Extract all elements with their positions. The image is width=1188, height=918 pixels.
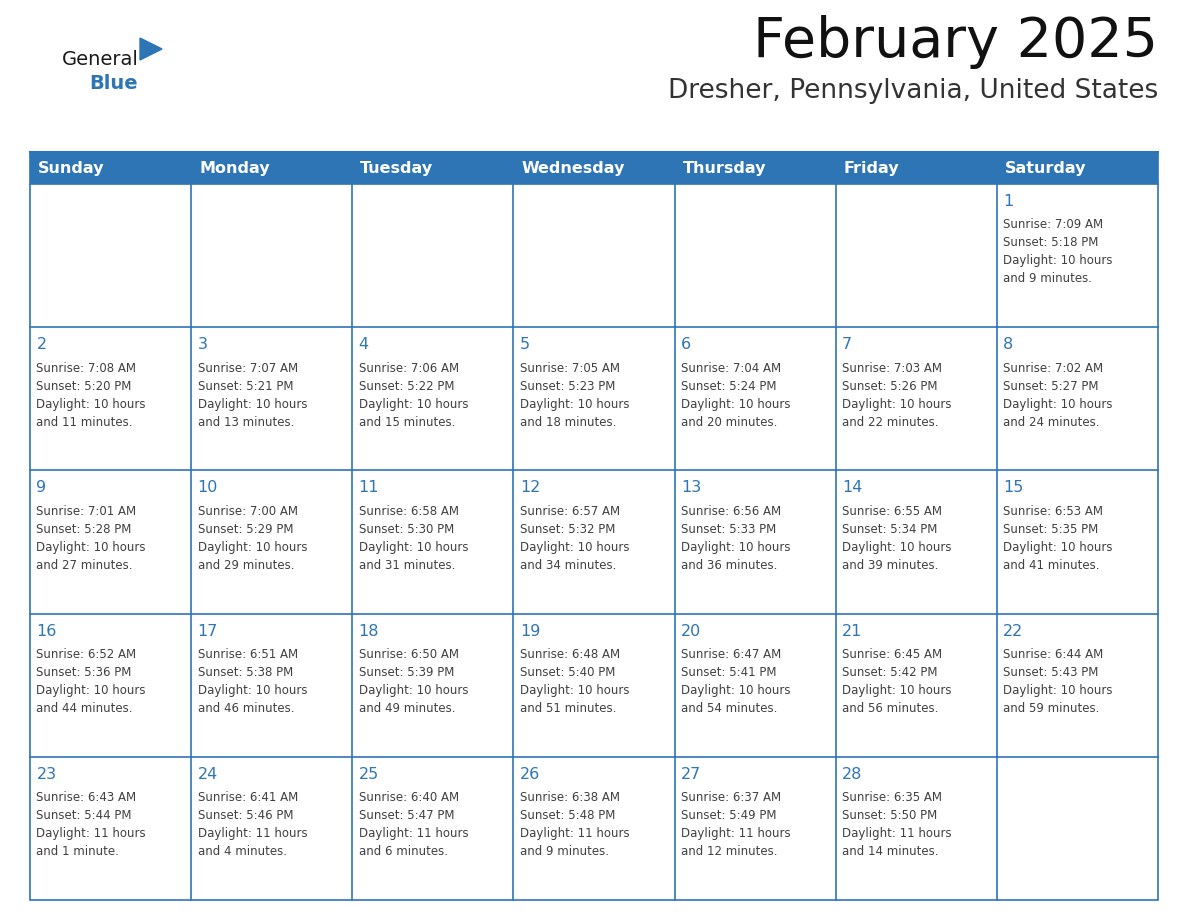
Text: Sunrise: 6:53 AM
Sunset: 5:35 PM
Daylight: 10 hours
and 41 minutes.: Sunrise: 6:53 AM Sunset: 5:35 PM Dayligh… xyxy=(1004,505,1113,572)
Text: Sunrise: 7:07 AM
Sunset: 5:21 PM
Daylight: 10 hours
and 13 minutes.: Sunrise: 7:07 AM Sunset: 5:21 PM Dayligh… xyxy=(197,362,307,429)
Text: 28: 28 xyxy=(842,767,862,782)
Text: 18: 18 xyxy=(359,623,379,639)
Text: Sunrise: 6:57 AM
Sunset: 5:32 PM
Daylight: 10 hours
and 34 minutes.: Sunrise: 6:57 AM Sunset: 5:32 PM Dayligh… xyxy=(520,505,630,572)
Text: 1: 1 xyxy=(1004,194,1013,209)
Text: Sunrise: 6:38 AM
Sunset: 5:48 PM
Daylight: 11 hours
and 9 minutes.: Sunrise: 6:38 AM Sunset: 5:48 PM Dayligh… xyxy=(520,791,630,858)
Bar xyxy=(30,327,1158,470)
Text: Sunrise: 7:01 AM
Sunset: 5:28 PM
Daylight: 10 hours
and 27 minutes.: Sunrise: 7:01 AM Sunset: 5:28 PM Dayligh… xyxy=(37,505,146,572)
Text: 12: 12 xyxy=(520,480,541,496)
Text: 17: 17 xyxy=(197,623,217,639)
Text: Wednesday: Wednesday xyxy=(522,161,625,175)
Text: Sunrise: 6:43 AM
Sunset: 5:44 PM
Daylight: 11 hours
and 1 minute.: Sunrise: 6:43 AM Sunset: 5:44 PM Dayligh… xyxy=(37,791,146,858)
Text: Sunrise: 6:47 AM
Sunset: 5:41 PM
Daylight: 10 hours
and 54 minutes.: Sunrise: 6:47 AM Sunset: 5:41 PM Dayligh… xyxy=(681,648,790,715)
Text: Sunrise: 6:55 AM
Sunset: 5:34 PM
Daylight: 10 hours
and 39 minutes.: Sunrise: 6:55 AM Sunset: 5:34 PM Dayligh… xyxy=(842,505,952,572)
Text: Sunrise: 6:48 AM
Sunset: 5:40 PM
Daylight: 10 hours
and 51 minutes.: Sunrise: 6:48 AM Sunset: 5:40 PM Dayligh… xyxy=(520,648,630,715)
Text: 5: 5 xyxy=(520,337,530,353)
Text: 20: 20 xyxy=(681,623,701,639)
Text: Sunrise: 6:35 AM
Sunset: 5:50 PM
Daylight: 11 hours
and 14 minutes.: Sunrise: 6:35 AM Sunset: 5:50 PM Dayligh… xyxy=(842,791,952,858)
Text: 8: 8 xyxy=(1004,337,1013,353)
Text: Sunrise: 7:09 AM
Sunset: 5:18 PM
Daylight: 10 hours
and 9 minutes.: Sunrise: 7:09 AM Sunset: 5:18 PM Dayligh… xyxy=(1004,218,1113,285)
Text: 7: 7 xyxy=(842,337,852,353)
Text: Sunrise: 6:41 AM
Sunset: 5:46 PM
Daylight: 11 hours
and 4 minutes.: Sunrise: 6:41 AM Sunset: 5:46 PM Dayligh… xyxy=(197,791,308,858)
Text: Sunrise: 7:02 AM
Sunset: 5:27 PM
Daylight: 10 hours
and 24 minutes.: Sunrise: 7:02 AM Sunset: 5:27 PM Dayligh… xyxy=(1004,362,1113,429)
Text: Monday: Monday xyxy=(200,161,270,175)
Text: Sunrise: 7:06 AM
Sunset: 5:22 PM
Daylight: 10 hours
and 15 minutes.: Sunrise: 7:06 AM Sunset: 5:22 PM Dayligh… xyxy=(359,362,468,429)
Bar xyxy=(30,470,1158,613)
Text: 19: 19 xyxy=(520,623,541,639)
Text: 14: 14 xyxy=(842,480,862,496)
Text: Sunrise: 6:50 AM
Sunset: 5:39 PM
Daylight: 10 hours
and 49 minutes.: Sunrise: 6:50 AM Sunset: 5:39 PM Dayligh… xyxy=(359,648,468,715)
Text: Friday: Friday xyxy=(843,161,899,175)
Text: Sunrise: 7:08 AM
Sunset: 5:20 PM
Daylight: 10 hours
and 11 minutes.: Sunrise: 7:08 AM Sunset: 5:20 PM Dayligh… xyxy=(37,362,146,429)
Text: 10: 10 xyxy=(197,480,217,496)
Text: 2: 2 xyxy=(37,337,46,353)
Bar xyxy=(30,152,1158,900)
Text: Sunrise: 6:58 AM
Sunset: 5:30 PM
Daylight: 10 hours
and 31 minutes.: Sunrise: 6:58 AM Sunset: 5:30 PM Dayligh… xyxy=(359,505,468,572)
Text: Dresher, Pennsylvania, United States: Dresher, Pennsylvania, United States xyxy=(668,78,1158,104)
Text: Thursday: Thursday xyxy=(683,161,766,175)
Text: 21: 21 xyxy=(842,623,862,639)
Text: Sunrise: 6:44 AM
Sunset: 5:43 PM
Daylight: 10 hours
and 59 minutes.: Sunrise: 6:44 AM Sunset: 5:43 PM Dayligh… xyxy=(1004,648,1113,715)
Text: 24: 24 xyxy=(197,767,217,782)
Text: 11: 11 xyxy=(359,480,379,496)
Text: Sunrise: 6:37 AM
Sunset: 5:49 PM
Daylight: 11 hours
and 12 minutes.: Sunrise: 6:37 AM Sunset: 5:49 PM Dayligh… xyxy=(681,791,791,858)
Text: Sunrise: 6:40 AM
Sunset: 5:47 PM
Daylight: 11 hours
and 6 minutes.: Sunrise: 6:40 AM Sunset: 5:47 PM Dayligh… xyxy=(359,791,468,858)
Text: 25: 25 xyxy=(359,767,379,782)
Text: Sunrise: 7:05 AM
Sunset: 5:23 PM
Daylight: 10 hours
and 18 minutes.: Sunrise: 7:05 AM Sunset: 5:23 PM Dayligh… xyxy=(520,362,630,429)
Text: Saturday: Saturday xyxy=(1005,161,1086,175)
Text: 27: 27 xyxy=(681,767,701,782)
Text: 16: 16 xyxy=(37,623,57,639)
Bar xyxy=(30,152,1158,184)
Text: Sunrise: 6:45 AM
Sunset: 5:42 PM
Daylight: 10 hours
and 56 minutes.: Sunrise: 6:45 AM Sunset: 5:42 PM Dayligh… xyxy=(842,648,952,715)
Text: 23: 23 xyxy=(37,767,57,782)
Text: General: General xyxy=(62,50,139,69)
Polygon shape xyxy=(140,38,162,60)
Text: Sunrise: 6:52 AM
Sunset: 5:36 PM
Daylight: 10 hours
and 44 minutes.: Sunrise: 6:52 AM Sunset: 5:36 PM Dayligh… xyxy=(37,648,146,715)
Text: Blue: Blue xyxy=(89,74,138,93)
Text: 22: 22 xyxy=(1004,623,1024,639)
Text: Sunrise: 6:51 AM
Sunset: 5:38 PM
Daylight: 10 hours
and 46 minutes.: Sunrise: 6:51 AM Sunset: 5:38 PM Dayligh… xyxy=(197,648,307,715)
Text: Sunrise: 7:03 AM
Sunset: 5:26 PM
Daylight: 10 hours
and 22 minutes.: Sunrise: 7:03 AM Sunset: 5:26 PM Dayligh… xyxy=(842,362,952,429)
Bar xyxy=(30,613,1158,756)
Text: Sunday: Sunday xyxy=(38,161,105,175)
Text: 9: 9 xyxy=(37,480,46,496)
Text: 15: 15 xyxy=(1004,480,1024,496)
Text: Sunrise: 7:04 AM
Sunset: 5:24 PM
Daylight: 10 hours
and 20 minutes.: Sunrise: 7:04 AM Sunset: 5:24 PM Dayligh… xyxy=(681,362,790,429)
Bar xyxy=(30,756,1158,900)
Bar xyxy=(30,184,1158,327)
Text: 6: 6 xyxy=(681,337,691,353)
Text: 3: 3 xyxy=(197,337,208,353)
Text: Sunrise: 7:00 AM
Sunset: 5:29 PM
Daylight: 10 hours
and 29 minutes.: Sunrise: 7:00 AM Sunset: 5:29 PM Dayligh… xyxy=(197,505,307,572)
Text: Tuesday: Tuesday xyxy=(360,161,434,175)
Text: 26: 26 xyxy=(520,767,541,782)
Text: 4: 4 xyxy=(359,337,368,353)
Text: February 2025: February 2025 xyxy=(753,15,1158,69)
Text: 13: 13 xyxy=(681,480,701,496)
Text: Sunrise: 6:56 AM
Sunset: 5:33 PM
Daylight: 10 hours
and 36 minutes.: Sunrise: 6:56 AM Sunset: 5:33 PM Dayligh… xyxy=(681,505,790,572)
